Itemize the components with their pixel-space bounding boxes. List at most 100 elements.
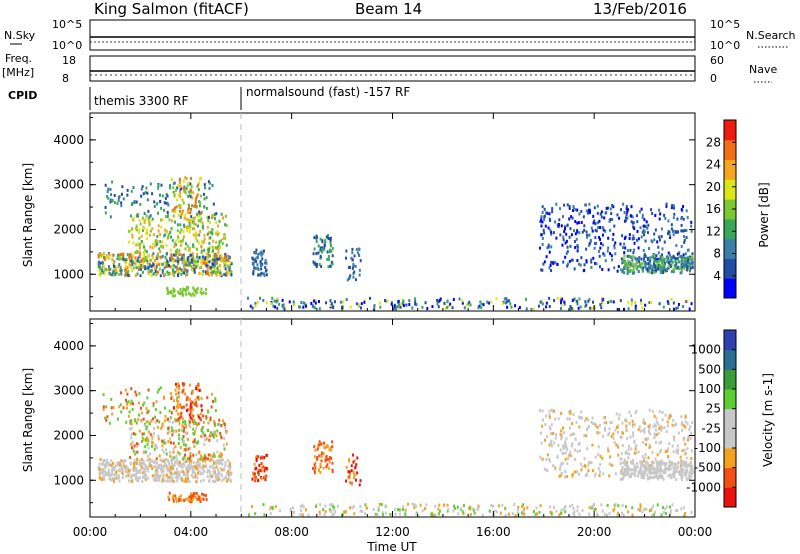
power-scatter-cell [131,263,134,267]
velocity-scatter-cell [318,512,321,516]
velocity-scatter-cell [359,509,362,513]
power-scatter-cell [97,265,100,269]
velocity-scatter-cell [579,415,582,419]
power-scatter-cell [620,208,623,212]
velocity-scatter-cell [691,470,694,474]
velocity-colorbar-segment [724,389,736,410]
velocity-scatter-cell [407,502,410,506]
velocity-scatter-cell [565,437,568,441]
velocity-scatter-cell [635,451,638,455]
cpid-segment-2: normalsound (fast) -157 RF [246,85,410,99]
power-scatter-cell [145,250,148,254]
velocity-scatter-cell [192,497,195,501]
velocity-scatter-cell [138,413,141,417]
velocity-scatter-cell [650,471,653,475]
velocity-scatter-cell [127,474,130,478]
velocity-scatter-cell [620,430,623,434]
power-scatter-cell [585,209,588,213]
velocity-scatter-cell [131,407,134,411]
power-scatter-cell [566,264,569,268]
velocity-scatter-cell [608,427,611,431]
velocity-scatter-cell [178,428,181,432]
power-scatter-cell [209,236,212,240]
velocity-scatter-cell [380,503,383,507]
power-scatter-cell [190,253,193,257]
velocity-scatter-cell [180,411,183,415]
velocity-scatter-cell [113,468,116,472]
velocity-scatter-cell [117,474,120,478]
power-scatter-cell [221,241,224,245]
velocity-scatter-cell [198,497,201,501]
power-scatter-cell [163,266,166,270]
power-scatter-cell [548,266,551,270]
velocity-scatter-cell [107,468,110,472]
power-scatter-cell [546,211,549,215]
velocity-scatter-cell [592,422,595,426]
velocity-scatter-cell [588,461,591,465]
power-scatter-cell [660,265,663,269]
power-scatter-cell [203,197,206,201]
velocity-scatter-cell [576,449,579,453]
power-scatter-cell [660,235,663,239]
power-scatter-cell [583,228,586,232]
power-scatter-cell [274,305,277,309]
velocity-scatter-cell [689,425,692,429]
velocity-scatter-cell [213,470,216,474]
power-scatter-cell [683,256,686,260]
velocity-scatter-cell [134,432,137,436]
velocity-scatter-cell [182,443,185,447]
velocity-scatter-cell [655,473,658,477]
power-scatter-cell [193,245,196,249]
velocity-scatter-cell [153,447,156,451]
velocity-scatter-cell [645,466,648,470]
velocity-scatter-cell [196,471,199,475]
velocity-scatter-cell [672,450,675,454]
velocity-scatter-cell [161,439,164,443]
velocity-scatter-cell [110,406,113,410]
power-scatter-cell [598,265,601,269]
velocity-scatter-cell [149,452,152,456]
velocity-scatter-cell [461,510,464,514]
velocity-scatter-cell [347,470,350,474]
power-scatter-cell [326,250,329,254]
power-scatter-cell [185,217,188,221]
power-scatter-cell [213,217,216,221]
velocity-scatter-cell [626,436,629,440]
velocity-scatter-cell [131,402,134,406]
velocity-scatter-cell [591,504,594,508]
nave-tick-bottom: 0 [710,72,717,85]
power-scatter-cell [203,183,206,187]
velocity-scatter-cell [199,412,202,416]
velocity-scatter-cell [175,455,178,459]
power-scatter-cell [171,294,174,298]
velocity-scatter-cell [554,436,557,440]
power-scatter-cell [634,262,637,266]
power-scatter-cell [214,246,217,250]
velocity-scatter-cell [543,467,546,471]
velocity-scatter-cell [203,469,206,473]
velocity-scatter-cell [200,396,203,400]
power-scatter-cell [209,221,212,225]
power-scatter-cell [540,268,543,272]
power-scatter-cell [198,210,201,214]
velocity-scatter-cell [166,431,169,435]
power-scatter-cell [642,224,645,228]
power-scatter-cell [226,272,229,276]
velocity-scatter-cell [120,459,123,463]
power-scatter-cell [395,307,398,311]
velocity-scatter-cell [324,504,327,508]
power-scatter-cell [134,262,137,266]
velocity-scatter-cell [384,511,387,515]
power-scatter-cell [187,181,190,185]
velocity-scatter-cell [179,403,182,407]
velocity-scatter-cell [179,476,182,480]
velocity-scatter-cell [199,434,202,438]
power-scatter-cell [602,228,605,232]
velocity-scatter-cell [684,464,687,468]
power-scatter-cell [150,269,153,273]
x-tick-label: 12:00 [375,525,410,539]
velocity-scatter-cell [115,471,118,475]
station-title: King Salmon (fitACF) [94,0,249,18]
power-scatter-cell [135,243,138,247]
power-scatter-cell [173,270,176,274]
